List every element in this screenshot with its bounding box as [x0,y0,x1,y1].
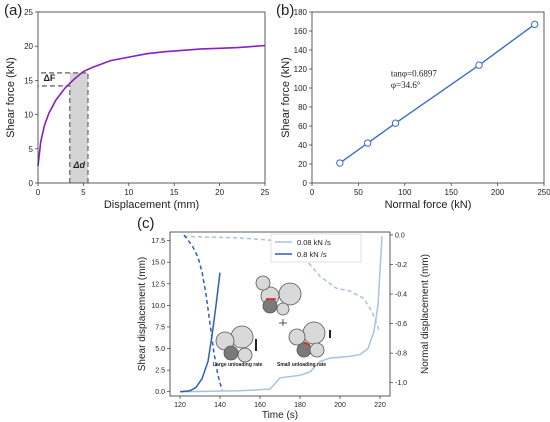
panel-c-x-tick-label: 120 [174,402,186,409]
panel-b-x-tick-label: 0 [310,188,315,197]
panel-a-y-tick-label: 5 [29,145,34,154]
delta-d-annotation: Δd [72,160,85,170]
panel-b: (b) 0 50 100 150 200 250 0 20 40 60 80 100 120 140 160… [276,2,550,211]
panel-c-plot-frame [169,231,391,397]
panel-b-y-tick-label: 180 [294,8,308,17]
delta-f-upper-guide [38,72,89,183]
panel-a-y-tick-label: 0 [29,179,34,188]
panel-b-y-tick-label: 80 [298,103,307,112]
panel-c-label: (c) [137,215,155,232]
shear-force-curve [37,44,266,166]
particle-contact-illustration [215,275,331,363]
delta-d-shaded-band [69,72,88,183]
panel-c-x-tick-label: 140 [214,402,226,409]
data-point-marker [531,20,539,29]
panel-b-y-tick-label: 140 [294,46,308,55]
small-unloading-rate-annotation: Small unloading rate [277,362,326,368]
panel-c: (c) 120 140 160 180 200 220 0.0 2.5 5.0 7.5 10.0 12… [137,215,431,421]
panel-c-right-y-tick-label: -0.4 [395,292,407,299]
panel-b-x-tick-label: 50 [354,188,363,197]
legend-label: 0.8 kN /s [297,250,327,259]
panel-c-x-tick-label: 180 [294,402,306,409]
panel-c-left-y-tick-label: 15.0 [151,260,165,267]
panel-c-legend: 0.08 kN /s 0.8 kN /s [270,233,362,263]
panel-b-x-tick-label: 100 [398,188,412,197]
panel-c-left-y-tick-label: 5.0 [155,346,165,353]
panel-c-left-y-tick-label: 0.0 [155,389,165,396]
particle-circle [276,302,290,316]
delta-f-lower-guide [38,85,71,183]
particle-circle [262,298,278,314]
panel-b-y-tick-label: 0 [303,179,308,188]
panel-a-y-tick-label: 10 [24,111,33,120]
panel-b-y-tick-label: 100 [294,84,308,93]
data-point-marker [363,139,372,147]
panel-b-y-tick-label: 40 [298,141,307,150]
legend-box [270,233,362,263]
panel-b-y-axis-label: Shear force (kN) [280,57,292,138]
delta-f-annotation: ΔF [43,73,55,83]
panel-b-y-tick-label: 60 [298,122,307,131]
panel-a-y-tick-label: 15 [24,76,33,85]
particle-circle [255,275,271,291]
data-point-marker [336,159,344,167]
panel-c-left-y-tick-label: 12.5 [151,281,165,288]
particle-circle [278,282,302,306]
particle-circle [237,347,253,363]
panel-b-x-tick-label: 150 [445,188,459,197]
panel-c-x-axis-label: Time (s) [262,410,298,421]
panel-c-x-tick-label: 200 [334,402,346,409]
data-point-marker [475,61,483,69]
panel-a-x-tick-label: 20 [215,188,224,197]
large-unloading-rate-annotation: Large unloading rate [213,362,263,368]
panel-c-right-y-tick-label: -0.6 [395,321,407,328]
panel-c-right-y-tick-label: -1.0 [395,380,407,387]
panel-a-x-tick-label: 15 [170,188,179,197]
panel-c-right-y-tick-label: 0.0 [395,232,405,239]
panel-a-y-axis-label: Shear force (kN) [5,57,17,138]
panel-b-plot-frame [311,11,545,184]
panel-c-right-y-tick-label: -0.8 [395,351,407,358]
panel-c-x-tick-label: 160 [254,402,266,409]
particle-circle [309,342,325,358]
particle-circle [288,328,306,346]
panel-a-label: (a) [4,2,22,19]
particle-circle [230,325,254,349]
panel-a-y-tick-label: 25 [24,8,33,17]
panel-a-plot-frame [37,11,266,184]
panel-a-x-tick-label: 5 [81,188,86,197]
panel-c-x-tick-label: 220 [374,402,386,409]
data-point-marker [391,119,400,127]
panel-b-x-axis-label: Normal force (kN) [385,199,472,211]
panel-c-left-y-tick-label: 7.5 [155,324,165,331]
particle-circle [223,345,239,361]
panel-b-x-tick-label: 200 [491,188,505,197]
panel-a-x-tick-label: 0 [36,188,41,197]
normal-displacement-curve-3 [183,234,223,391]
panel-b-y-tick-label: 120 [294,65,308,74]
panel-a-x-axis-label: Displacement (mm) [104,199,199,211]
panel-c-left-y-tick-label: 10.0 [151,303,165,310]
shear-displacement-curve-0 [179,236,383,393]
legend-label: 0.08 kN /s [297,238,331,247]
panel-a-x-tick-label: 10 [124,188,133,197]
panel-b-y-tick-label: 160 [294,27,308,36]
tan-phi-annotation: tanφ=0.6897 [391,69,438,79]
panel-b-label: (b) [276,2,294,19]
contact-force-marker [303,341,311,346]
panel-c-right-y-axis-label: Normal displacement (mm) [420,254,431,374]
panel-b-y-tick-label: 20 [298,160,307,169]
panel-a: (a) 0 5 10 15 20 25 0 5 10 15 20 25 ΔF Δd Displacem… [4,2,270,211]
panel-a-y-tick-label: 20 [24,42,33,51]
phi-annotation: φ=34.6° [391,80,421,90]
panel-c-left-y-axis-label: Shear displacement (mm) [137,257,148,371]
particle-circle [302,321,326,345]
panel-c-right-y-tick-label: -0.2 [395,262,407,269]
shear-displacement-curve-1 [179,272,221,393]
panel-a-x-tick-label: 25 [261,188,270,197]
panel-b-x-tick-label: 250 [537,188,550,197]
panel-c-left-y-tick-label: 2.5 [155,368,165,375]
panel-c-left-y-tick-label: 17.5 [151,238,165,245]
